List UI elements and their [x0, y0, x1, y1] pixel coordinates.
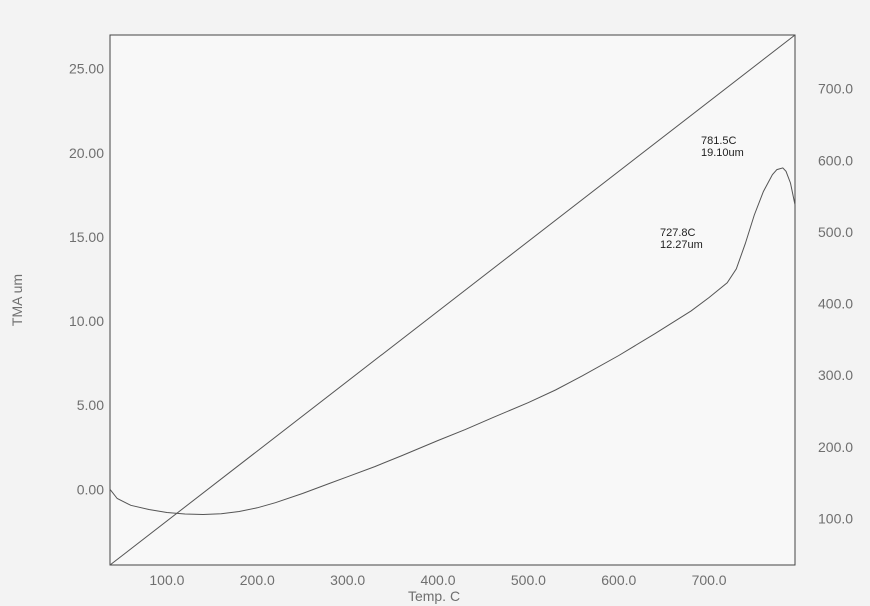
y2-tick-label: 100.0 — [818, 510, 853, 526]
y2-tick-label: 400.0 — [818, 296, 853, 312]
annotation-knee-temp: 727.8C — [660, 227, 696, 239]
y-tick-label: 15.00 — [69, 229, 104, 245]
series-line-1 — [109, 34, 796, 566]
y2-tick-label: 700.0 — [818, 81, 853, 97]
x-tick-label: 100.0 — [149, 572, 184, 588]
annotation-knee-value: 12.27um — [660, 239, 703, 251]
x-tick-label: 500.0 — [511, 572, 546, 588]
annotation-peak: 781.5C 19.10um — [701, 135, 744, 159]
annotation-knee: 727.8C 12.27um — [660, 227, 703, 251]
y2-tick-label: 200.0 — [818, 439, 853, 455]
y-tick-label: 10.00 — [69, 313, 104, 329]
y-axis-title: TMA um — [9, 274, 25, 326]
x-tick-label: 400.0 — [420, 572, 455, 588]
y2-tick-label: 500.0 — [818, 224, 853, 240]
y-tick-label: 20.00 — [69, 145, 104, 161]
x-tick-label: 600.0 — [601, 572, 636, 588]
y2-axis-ticks: 100.0 200.0 300.0 400.0 500.0 600.0 700.0 — [818, 81, 853, 527]
x-tick-label: 700.0 — [692, 572, 727, 588]
annotation-peak-value: 19.10um — [701, 147, 744, 159]
x-tick-label: 200.0 — [240, 572, 275, 588]
y-tick-label: 25.00 — [69, 61, 104, 77]
y-axis-ticks: 0.00 5.00 10.00 15.00 20.00 25.00 — [69, 61, 104, 498]
x-axis-title: Temp. C — [408, 588, 460, 604]
y-tick-label: 0.00 — [77, 481, 104, 497]
series-layer — [109, 34, 796, 566]
annotation-peak-temp: 781.5C — [701, 135, 737, 147]
x-tick-label: 300.0 — [330, 572, 365, 588]
series-line-0 — [109, 167, 796, 516]
x-axis-ticks: 100.0 200.0 300.0 400.0 500.0 600.0 700.0 — [149, 572, 726, 588]
y2-tick-label: 300.0 — [818, 367, 853, 383]
y-tick-label: 5.00 — [77, 397, 104, 413]
y2-tick-label: 600.0 — [818, 152, 853, 168]
